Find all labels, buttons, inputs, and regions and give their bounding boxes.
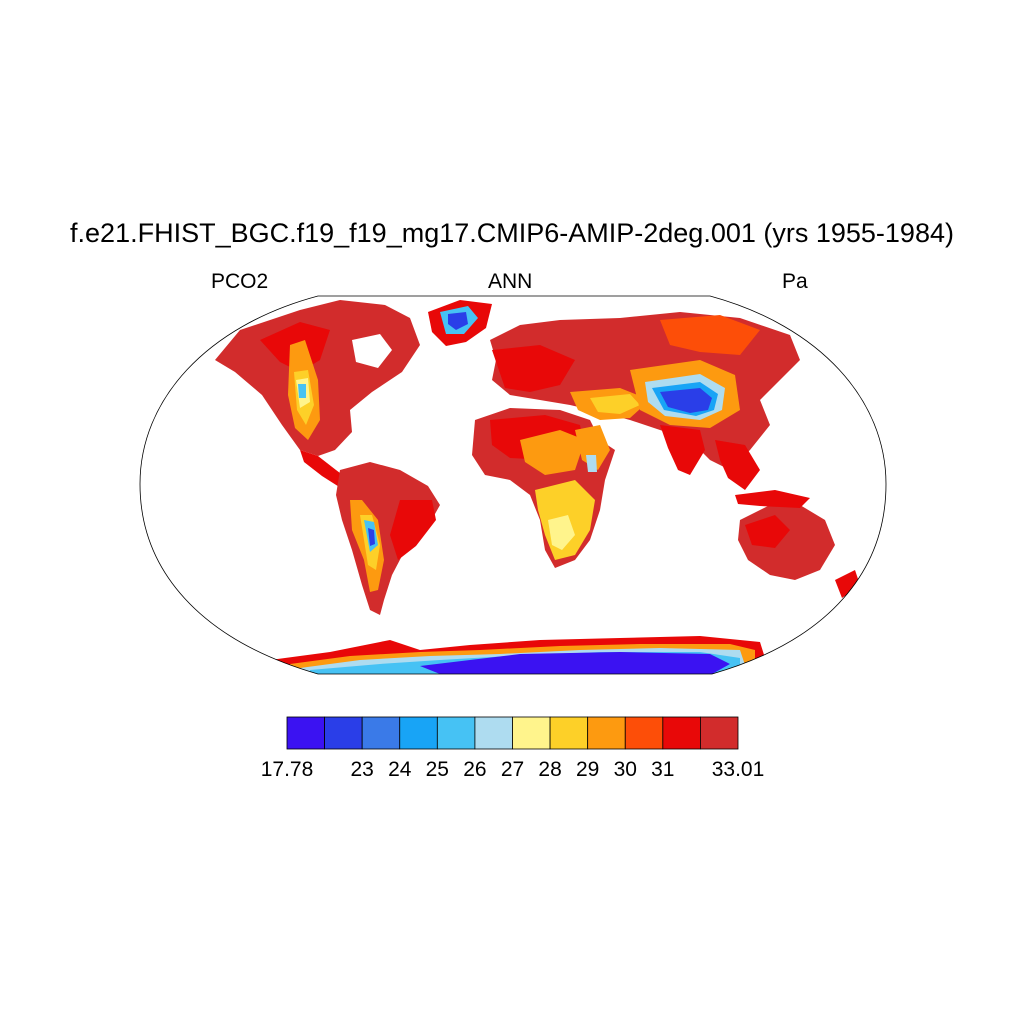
colorbar-labels: 17.78 23 24 25 26 27 28 29 30 31 33.01 (0, 758, 1024, 788)
colorbar-label: 25 (425, 758, 449, 781)
greenland-ice (448, 312, 468, 330)
units-label: Pa (782, 270, 808, 293)
europe-red (492, 345, 575, 392)
east-africa-light (586, 455, 597, 472)
rockies-blue (298, 384, 306, 398)
tibet-deep (660, 388, 712, 413)
colorbar-swatch-9 (587, 716, 626, 750)
andes-deep-blue (368, 528, 375, 546)
east-africa-orange (575, 425, 610, 470)
sahel-orange (520, 430, 585, 475)
australia-red (745, 515, 790, 548)
colorbar-label: 28 (538, 758, 562, 781)
colorbar-label: 29 (576, 758, 600, 781)
new-zealand (835, 570, 860, 598)
colorbar-label: 23 (350, 758, 374, 781)
colorbar-swatch-3 (361, 716, 401, 750)
colorbar-label: 26 (463, 758, 487, 781)
colorbar-label: 27 (500, 758, 525, 781)
colorbar-swatch-6 (474, 716, 513, 750)
southeast-asia (715, 440, 760, 490)
figure-title: f.e21.FHIST_BGC.f19_f19_mg17.CMIP6-AMIP-… (70, 218, 954, 248)
colorbar-label: 33.01 (711, 758, 765, 781)
colorbar-swatch-10 (624, 716, 664, 750)
southern-africa-light (548, 515, 575, 550)
colorbar-swatch-1 (286, 716, 325, 750)
colorbar-label: 17.78 (260, 758, 314, 781)
colorbar (286, 716, 739, 750)
colorbar-swatch-11 (662, 716, 701, 750)
colorbar-swatch-7 (512, 716, 551, 750)
indonesia (735, 490, 810, 508)
colorbar-label: 31 (651, 758, 675, 781)
map-boundary (139, 295, 887, 675)
south-america-red (390, 500, 436, 560)
india (660, 425, 705, 475)
season-label: ANN (488, 270, 533, 293)
colorbar-label: 30 (613, 758, 637, 781)
colorbar-swatch-2 (324, 716, 363, 750)
variable-label: PCO2 (211, 270, 269, 293)
map-field (140, 296, 886, 674)
middle-east-yellow (590, 394, 640, 414)
hudson-bay (352, 334, 392, 368)
colorbar-swatch-12 (700, 716, 739, 750)
colorbar-swatch-4 (399, 716, 438, 750)
colorbar-swatch-8 (549, 716, 589, 750)
antarctica-interior (420, 652, 730, 674)
colorbar-label: 24 (388, 758, 412, 781)
colorbar-swatch-5 (436, 716, 476, 750)
siberia-orange (660, 315, 760, 355)
